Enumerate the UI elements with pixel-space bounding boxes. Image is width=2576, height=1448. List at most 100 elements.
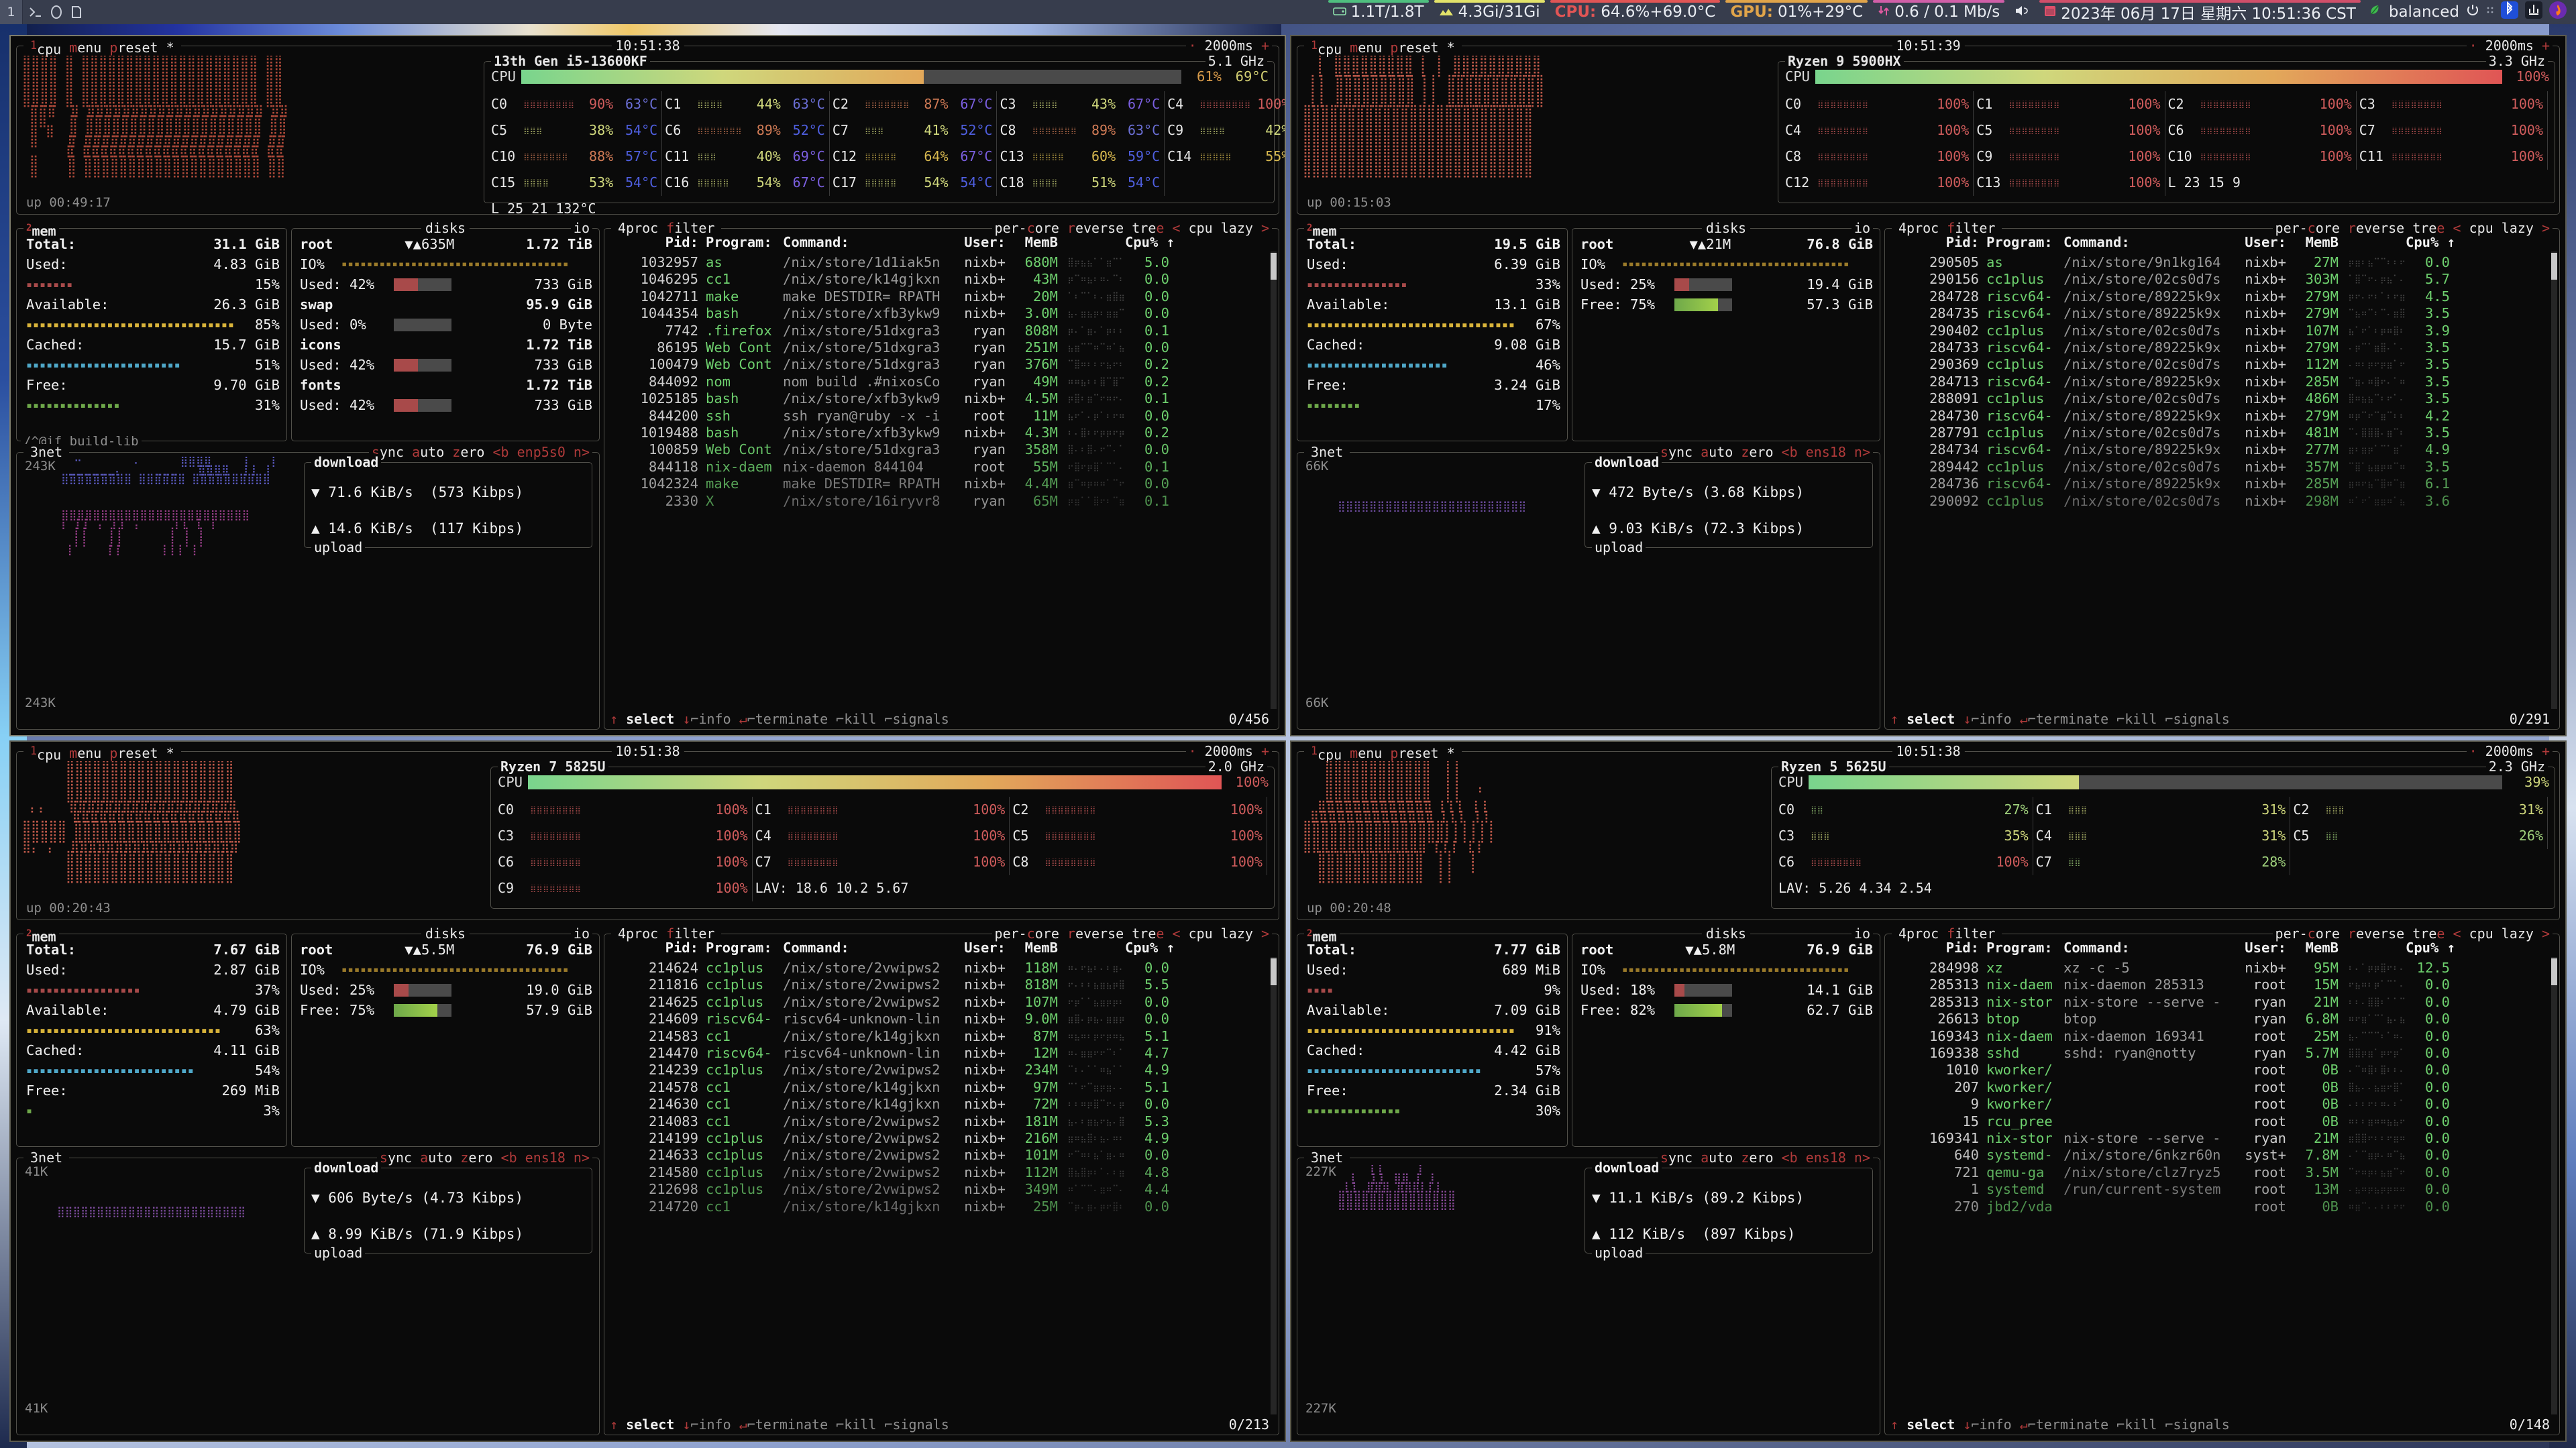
proc-rows-1[interactable]: 1032957as/nix/store/1d1iak5nnixb+680M⣿⡶⣦… bbox=[610, 254, 1268, 709]
status-cpu[interactable]: CPU: 64.6%+69.0°C bbox=[1548, 0, 1723, 24]
table-row[interactable]: 1010kworker/root0B⠄⠉⠶⣿⠆⣿⠆⠆⠄0.0 bbox=[1890, 1062, 2548, 1078]
table-row[interactable]: 1032957as/nix/store/1d1iak5nnixb+680M⣿⡶⣦… bbox=[610, 254, 1268, 271]
table-row[interactable]: 290402 cc1plus/nix/store/02cs0d7s nixb+ 107… bbox=[1890, 323, 2548, 339]
proc-footer-1[interactable]: ↑ select ↓ ⌐info ↵ ⌐terminate ⌐kill ⌐signa… bbox=[610, 711, 1273, 728]
table-row[interactable]: 169338sshdsshd: ryan@nottyryan5.7M⣿⣿⡶⣶⠁⡶… bbox=[1890, 1045, 2548, 1062]
table-row[interactable]: 214470 riscv64- riscv64-unknown-lin nixb+ 12… bbox=[610, 1045, 1268, 1062]
table-row[interactable]: 1025185bash/nix/store/xfb3ykw9nixb+4.5M⡶… bbox=[610, 390, 1268, 407]
net-options-2[interactable]: sync auto zero <b ens18 n> bbox=[1658, 444, 1873, 461]
proc-box-1[interactable]: 4proc filter per-core reverse tree < cpu… bbox=[604, 228, 1279, 730]
bluetooth-icon[interactable] bbox=[2501, 1, 2518, 23]
status-datetime[interactable]: 2023年 06月 17日 星期六 10:51:36 CST bbox=[2037, 0, 2363, 24]
mem-box-2[interactable]: 2mem Total: 19.5 GiB Used: 6.39 GiB ▪▪▪▪▪▪▪▪… bbox=[1297, 228, 1568, 441]
table-row[interactable]: 214583cc1/nix/store/k14gjkxnnixb+87M⠶⣦⠶⠆… bbox=[610, 1028, 1268, 1045]
proc-rows-4[interactable]: 284998xzxz -c -5nixb+95M⠆⠄⠁⡶⡶⣿⠖⠆⠄12.5285… bbox=[1890, 960, 2548, 1414]
net-options-4[interactable]: sync auto zero <b ens18 n> bbox=[1658, 1150, 1873, 1166]
dots-icon[interactable] bbox=[2486, 3, 2494, 21]
table-row[interactable]: 214624 cc1plus/nix/store/2vwipws2 nixb+ 118… bbox=[610, 960, 1268, 977]
table-row[interactable]: 284733 riscv64-/nix/store/89225k9x nixb+ 27… bbox=[1890, 339, 2548, 356]
table-row[interactable]: 289442 cc1plus/nix/store/02cs0d7s nixb+ 357… bbox=[1890, 459, 2548, 476]
table-row[interactable]: 284734 riscv64-/nix/store/89225k9x nixb+ 27… bbox=[1890, 441, 2548, 458]
net-box-2[interactable]: 3net sync auto zero <b ens18 n> 66K 66K … bbox=[1297, 452, 1880, 730]
table-row[interactable]: 290369 cc1plus/nix/store/02cs0d7s nixb+ 112… bbox=[1890, 356, 2548, 373]
cpu-interval-1[interactable]: · 2000ms + bbox=[1186, 38, 1272, 54]
proc-footer-3[interactable]: ↑ select ↓ ⌐info ↵ ⌐terminate ⌐kill ⌐signa… bbox=[610, 1416, 1273, 1433]
table-row[interactable]: 1019488bash/nix/store/xfb3ykw9nixb+4.3M⠆… bbox=[610, 425, 1268, 441]
cpu-menu-strip-4[interactable]: 1cpu menu preset * bbox=[1304, 743, 1462, 763]
cpu-interval-4[interactable]: · 2000ms + bbox=[2467, 743, 2553, 760]
table-row[interactable]: 2330X/nix/store/16iryvr8ryan65M⡶⣶⠁⠁⣿⠖⠆⠉⣶… bbox=[610, 493, 1268, 510]
table-row[interactable]: 26613btopbtopryan6.8M⠶⠖⣶⠁⠉⠁⣦⠄⣦0.0 bbox=[1890, 1011, 2548, 1027]
table-row[interactable]: 214609 riscv64- riscv64-unknown-lin nixb+ 9.… bbox=[610, 1011, 1268, 1027]
table-row[interactable]: 290156 cc1plus/nix/store/02cs0d7s nixb+ 303… bbox=[1890, 271, 2548, 288]
net-box-3[interactable]: 3net sync auto zero <b ens18 n> 41K 41K … bbox=[16, 1158, 600, 1435]
status-network[interactable]: 0.6 / 0.1 Mb/s bbox=[1870, 0, 2007, 24]
keyboard-icon[interactable] bbox=[2525, 1, 2542, 23]
cpu-interval-3[interactable]: · 2000ms + bbox=[1186, 743, 1272, 760]
net-box-4[interactable]: 3net sync auto zero <b ens18 n> 227K 227… bbox=[1297, 1158, 1880, 1435]
table-row[interactable]: 1046295cc1/nix/store/k14gjkxnnixb+43M⡶⠉⠶… bbox=[610, 271, 1268, 288]
table-row[interactable]: 290505as/nix/store/9n1kg164nixb+27M⡶⣶⠆⣦⠉… bbox=[1890, 254, 2548, 271]
preset-tab-1[interactable]: preset * bbox=[105, 40, 178, 56]
proc-scrollbar-1[interactable] bbox=[1271, 252, 1277, 709]
table-row[interactable]: 284998xzxz -c -5nixb+95M⠆⠄⠁⡶⡶⣿⠖⠆⠄12.5 bbox=[1890, 960, 2548, 977]
table-row[interactable]: 284736 riscv64- /nix/store/89225k9x nixb+ 28… bbox=[1890, 476, 2548, 492]
cpu-interval-2[interactable]: · 2000ms + bbox=[2467, 38, 2553, 54]
proc-scroll-thumb-3[interactable] bbox=[1271, 958, 1277, 985]
proc-scroll-thumb-1[interactable] bbox=[1271, 253, 1277, 280]
net-options-1[interactable]: sync auto zero <b enp5s0 n> bbox=[369, 444, 592, 461]
table-row[interactable]: 100479 Web Cont/nix/store/51dxgra3 ryan 376… bbox=[610, 356, 1268, 373]
mem-box-4[interactable]: 2mem Total: 7.77 GiB Used: 689 MiB ▪▪▪▪ 9% Ava… bbox=[1297, 934, 1568, 1147]
proc-rows-2[interactable]: 290505as/nix/store/9n1kg164nixb+27M⡶⣶⠆⣦⠉… bbox=[1890, 254, 2548, 709]
table-row[interactable]: 169343nix-daemnix-daemon 169341root25M⣦⠄… bbox=[1890, 1028, 2548, 1045]
table-row[interactable]: 284730 riscv64- /nix/store/89225k9x nixb+ 27… bbox=[1890, 408, 2548, 425]
disks-box-3[interactable]: disks io root ▼▲5.5M 76.9 GiB IO% ▪▪▪▪▪▪▪▪▪▪… bbox=[291, 934, 600, 1147]
table-row[interactable]: 214630cc1/nix/store/k14gjkxnnixb+72M⠆⠆⠶⡶… bbox=[610, 1096, 1268, 1113]
net-options-3[interactable]: sync auto zero <b ens18 n> bbox=[377, 1150, 592, 1166]
table-row[interactable]: 284713 riscv64- /nix/store/89225k9x nixb+ 28… bbox=[1890, 374, 2548, 390]
table-row[interactable]: 169341 nix-stor nix-store --serve - ryan 21M… bbox=[1890, 1130, 2548, 1147]
proc-rows-3[interactable]: 214624 cc1plus/nix/store/2vwipws2 nixb+ 118… bbox=[610, 960, 1268, 1414]
cpu-menu-strip-3[interactable]: 1cpu menu preset * bbox=[23, 743, 181, 763]
table-row[interactable]: 100859 Web Cont/nix/store/51dxgra3 ryan 358… bbox=[610, 441, 1268, 458]
table-row[interactable]: 207kworker/root0B⣿⣦⠄⠄⣦⣶⠖⣿⠁0.0 bbox=[1890, 1079, 2548, 1096]
table-row[interactable]: 86195 Web Cont/nix/store/51dxgra3 ryan 251M… bbox=[610, 339, 1268, 356]
terminal-icon[interactable] bbox=[28, 5, 43, 19]
table-row[interactable]: 214239 cc1plus/nix/store/2vwipws2 nixb+ 234… bbox=[610, 1062, 1268, 1078]
table-row[interactable]: 214578cc1/nix/store/k14gjkxnnixb+97M⠉⠁⠖⠉… bbox=[610, 1079, 1268, 1096]
table-row[interactable]: 212698 cc1plus/nix/store/2vwipws2 nixb+ 349… bbox=[610, 1181, 1268, 1198]
table-row[interactable]: 1042324makemake DESTDIR= RPATHnixb+4.4M⣶… bbox=[610, 476, 1268, 492]
table-row[interactable]: 284728 riscv64- /nix/store/89225k9x nixb+ 27… bbox=[1890, 288, 2548, 305]
table-row[interactable]: 15rcu_preeroot0B⠶⠆⠆⣶⠶⠶⣦⣦⠖0.0 bbox=[1890, 1113, 2548, 1130]
menu-tab-1[interactable]: mmenuenu bbox=[65, 40, 105, 56]
table-row[interactable]: 270jbd2/vdaroot0B⠶⣶⠉⠄⠄⠆⠆⠖⠖0.0 bbox=[1890, 1199, 2548, 1215]
firefox-icon[interactable] bbox=[50, 5, 63, 19]
files-icon[interactable] bbox=[70, 5, 83, 19]
net-box-1[interactable]: 3net sync auto zero <b enp5s0 n> 243K 24… bbox=[16, 452, 600, 730]
table-row[interactable]: 7742.firefox/nix/store/51dxgra3ryan808M⡶… bbox=[610, 323, 1268, 339]
proc-scrollbar-2[interactable] bbox=[2551, 252, 2557, 709]
table-row[interactable]: 214083cc1/nix/store/2vwipws2nixb+181M⣦⠄⠆… bbox=[610, 1113, 1268, 1130]
btop-panel-2[interactable]: 1cpu menu preset * 10:51:39 · 2000ms + ⡇… bbox=[1290, 35, 2567, 736]
table-row[interactable]: 284735 riscv64- /nix/store/89225k9x nixb+ 27… bbox=[1890, 305, 2548, 322]
table-row[interactable]: 640systemd-/nix/store/6nkzr60nsyst+7.8M⠄… bbox=[1890, 1147, 2548, 1164]
disks-box-4[interactable]: disks io root ▼▲5.8M 76.9 GiB IO% ▪▪▪▪▪▪▪▪▪▪… bbox=[1572, 934, 1880, 1147]
cpu-tab-1[interactable]: 1cpu bbox=[26, 38, 65, 58]
table-row[interactable]: 844092nomnom build .#nixosCoryan49M⠶⠶⣦⠆⠆… bbox=[610, 374, 1268, 390]
table-row[interactable]: 288091 cc1plus/nix/store/02cs0d7s nixb+ 486… bbox=[1890, 390, 2548, 407]
table-row[interactable]: 9kworker/root0B⠄⠆⠆⠖⠆⠶⠄⠆⠁0.0 bbox=[1890, 1096, 2548, 1113]
table-row[interactable]: 214625 cc1plus/nix/store/2vwipws2 nixb+ 107… bbox=[610, 994, 1268, 1011]
cpu-menu-strip-2[interactable]: 1cpu menu preset * bbox=[1304, 38, 1462, 58]
table-row[interactable]: 844118nix-daemnix-daemon 844104root55M⠖⣿… bbox=[610, 459, 1268, 476]
leaf-icon[interactable] bbox=[2367, 3, 2382, 21]
power-profile-label[interactable]: balanced bbox=[2389, 3, 2459, 21]
status-volume[interactable] bbox=[2007, 0, 2037, 24]
firewall-icon[interactable] bbox=[2549, 1, 2567, 23]
cpu-menu-strip-1[interactable]: 1cpu mmenuenu preset * bbox=[23, 38, 181, 58]
btop-panel-1[interactable]: 1cpu mmenuenu preset * 10:51:38 · 2000ms… bbox=[9, 35, 1286, 736]
proc-scroll-thumb-4[interactable] bbox=[2551, 958, 2557, 985]
status-gpu[interactable]: GPU: 01%+29°C bbox=[1723, 0, 1870, 24]
table-row[interactable]: 287791 cc1plus/nix/store/02cs0d7s nixb+ 481… bbox=[1890, 425, 2548, 441]
status-memory[interactable]: 4.3Gi/31Gi bbox=[1432, 0, 1548, 24]
table-row[interactable]: 214633 cc1plus/nix/store/2vwipws2 nixb+ 101… bbox=[610, 1147, 1268, 1164]
